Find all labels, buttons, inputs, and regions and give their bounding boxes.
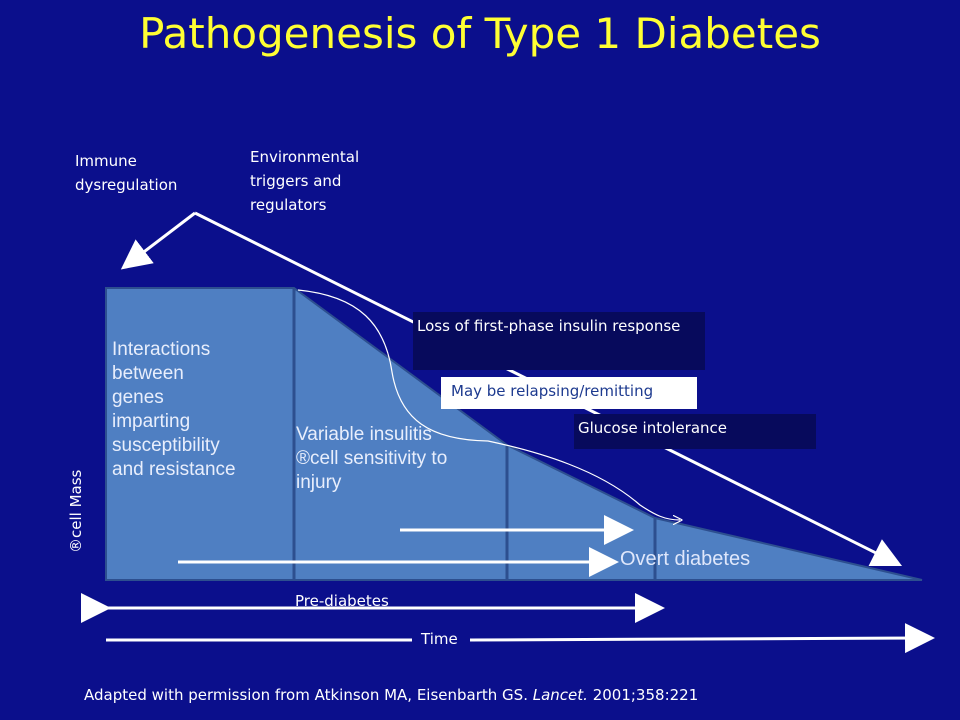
immune-dysregulation-label: Immune dysregulation (75, 149, 177, 197)
genes-line-2: between (112, 363, 184, 384)
genes-line-3: genes (112, 387, 164, 408)
environmental-line-2: triggers and (250, 172, 342, 190)
genes-line-6: and resistance (112, 459, 236, 480)
genes-line-1: Interactions (112, 339, 211, 360)
overt-diabetes-label: Overt diabetes (620, 548, 751, 570)
citation-suffix: 2001;358:221 (587, 686, 699, 704)
time-arrow-right (469, 623, 935, 654)
time-label: Time (421, 630, 458, 648)
loss-first-phase-box: Loss of first-phase insulin response (413, 312, 705, 370)
genes-line-4: imparting (112, 411, 191, 432)
prediabetes-label: Pre-diabetes (295, 592, 389, 610)
insulitis-line-1: Variable insulitis (296, 424, 432, 445)
genes-interaction-label: Interactions between genes imparting sus… (112, 338, 236, 482)
glucose-intolerance-box: Glucose intolerance (574, 414, 816, 449)
relapsing-remitting-box: May be relapsing/remitting (441, 377, 697, 409)
progression-curve (297, 289, 680, 520)
slide-title: Pathogenesis of Type 1 Diabetes (139, 9, 821, 58)
environmental-line-1: Environmental (250, 148, 360, 166)
immune-arrow (120, 211, 196, 270)
genes-line-5: susceptibility (112, 435, 220, 456)
immune-line-1: Immune (75, 152, 137, 170)
beta-cell-mass-axis-label: ®cell Mass (67, 469, 85, 553)
insulitis-label: Variable insulitis ®cell sensitivity to … (296, 423, 447, 495)
immune-line-2: dysregulation (75, 176, 178, 194)
insulitis-line-3: injury (296, 472, 342, 493)
citation-journal: Lancet. (532, 686, 588, 704)
environmental-triggers-label: Environmental triggers and regulators (250, 145, 359, 217)
citation-prefix: Adapted with permission from Atkinson MA… (84, 686, 533, 704)
insulitis-line-2: ®cell sensitivity to (296, 448, 448, 469)
environmental-line-3: regulators (250, 196, 327, 214)
citation: Adapted with permission from Atkinson MA… (84, 686, 698, 704)
